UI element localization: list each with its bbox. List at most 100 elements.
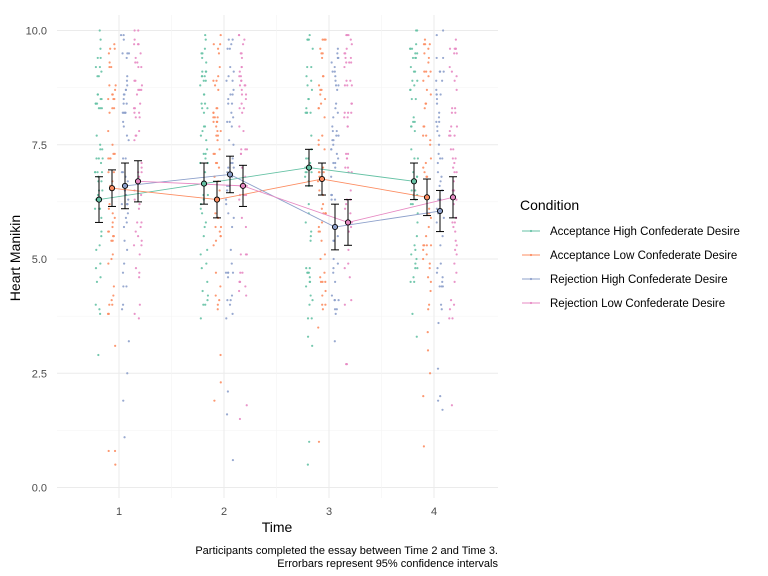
legend-key-point [529,253,533,257]
raw-point [320,56,324,60]
raw-point [127,198,130,201]
raw-point [310,88,314,92]
raw-point [218,65,221,69]
raw-point [108,303,111,306]
raw-point [99,97,102,101]
raw-point [349,189,352,192]
legend-key-point [529,277,533,281]
raw-point [244,225,248,229]
raw-point [99,276,102,279]
raw-point [442,70,445,73]
raw-point [441,29,445,32]
raw-point [122,33,125,37]
raw-point [226,299,229,302]
raw-point [435,33,438,37]
raw-point [321,308,325,311]
raw-point [414,189,417,192]
raw-point [436,161,439,165]
raw-point [310,134,313,137]
raw-point [94,267,98,270]
raw-point [416,212,419,215]
raw-point [232,216,235,219]
raw-point [206,294,210,297]
raw-point [96,56,99,60]
raw-point [428,262,431,265]
raw-point [330,148,333,151]
raw-point [204,38,207,41]
raw-point [107,52,110,55]
raw-point [343,111,346,114]
raw-point [227,166,230,169]
raw-point [316,180,320,183]
raw-point [204,79,207,82]
mean-point [423,194,431,201]
raw-point [335,134,338,137]
jitter-points [93,29,459,466]
raw-point [231,161,234,165]
raw-point [133,198,136,201]
raw-point [203,47,207,50]
raw-point [308,33,311,37]
raw-point [435,93,438,96]
error-bars [95,148,457,251]
raw-point [441,280,444,283]
raw-point [244,97,247,101]
raw-point [218,299,221,302]
raw-point [133,29,136,32]
raw-point [347,248,350,251]
raw-point [437,198,440,201]
raw-point [138,116,141,119]
raw-point [203,75,206,78]
raw-point [240,102,243,105]
raw-point [200,75,203,78]
raw-point [113,88,117,92]
raw-point [111,143,114,146]
raw-point [205,70,208,73]
raw-point [308,440,311,443]
raw-point [212,79,215,82]
raw-point [205,139,208,142]
raw-point [99,47,102,50]
raw-point [453,280,456,283]
raw-point [227,271,230,274]
raw-point [119,33,123,37]
raw-point [436,125,439,128]
raw-point [344,152,348,155]
raw-point [331,139,334,142]
raw-point [219,381,222,384]
raw-point [423,244,426,247]
raw-point [332,271,335,274]
raw-point [231,157,234,160]
raw-point [310,317,313,320]
raw-point [309,294,312,297]
raw-point [205,61,208,64]
raw-point [111,107,114,110]
raw-point [305,267,308,270]
raw-point [214,239,218,242]
raw-point [225,413,229,416]
raw-point [138,276,141,279]
raw-point [337,157,340,160]
raw-point [435,207,438,210]
raw-point [124,111,127,114]
raw-point [422,445,425,448]
y-tick-label: 2.5 [32,368,47,380]
raw-point [238,417,242,421]
raw-point [319,276,322,279]
raw-point [345,61,348,64]
raw-point [455,271,458,274]
raw-point [121,157,125,160]
raw-point [219,353,222,357]
raw-point [114,84,117,87]
raw-point [413,120,416,123]
raw-point [334,79,337,82]
mean-point [108,185,116,192]
raw-point [107,262,110,265]
raw-point [125,285,128,288]
raw-point [112,171,115,174]
raw-point [123,262,126,265]
raw-point [99,56,102,60]
raw-point [335,129,338,133]
raw-point [426,349,430,352]
